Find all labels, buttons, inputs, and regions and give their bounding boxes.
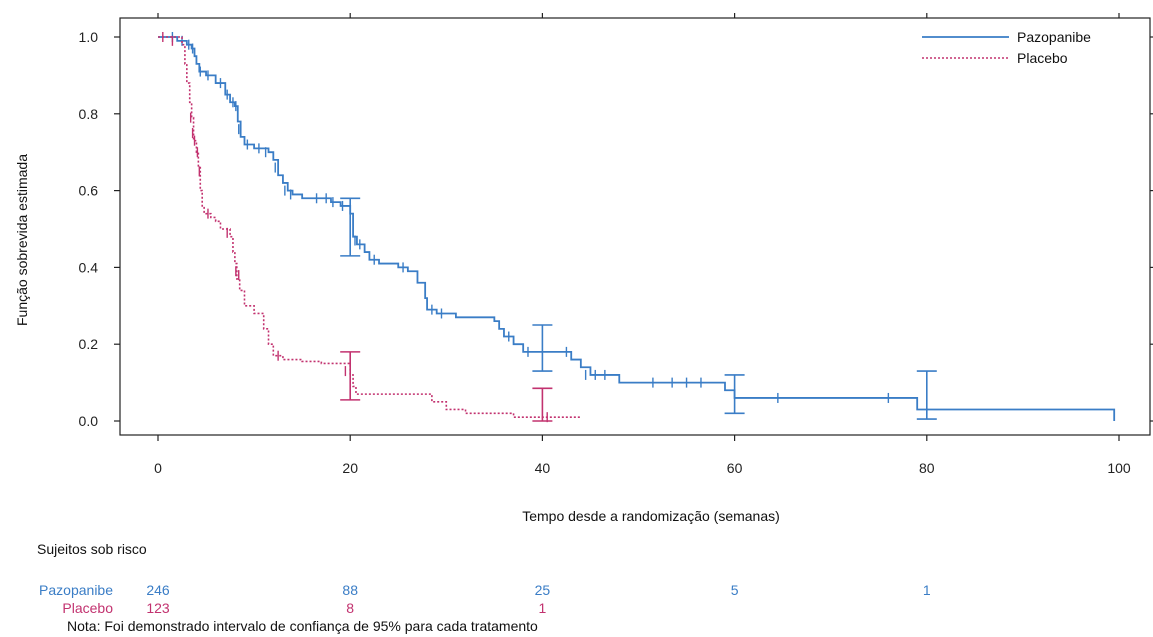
y-tick-label: 0.8 bbox=[79, 106, 99, 122]
risk-row-label: Placebo bbox=[62, 600, 113, 616]
x-tick-label: 40 bbox=[535, 460, 551, 476]
risk-count: 1 bbox=[539, 600, 547, 616]
risk-count: 246 bbox=[146, 582, 170, 598]
risk-table-title: Sujeitos sob risco bbox=[37, 541, 147, 557]
risk-count: 1 bbox=[923, 582, 931, 598]
plot-frame bbox=[119, 17, 1151, 436]
y-axis-title: Função sobrevida estimada bbox=[14, 154, 30, 326]
legend-label: Pazopanibe bbox=[1017, 29, 1091, 45]
x-tick-label: 20 bbox=[342, 460, 358, 476]
risk-count: 25 bbox=[535, 582, 551, 598]
ci-bar bbox=[340, 197, 361, 257]
y-tick-label: 0.0 bbox=[79, 413, 99, 429]
risk-table: Sujeitos sob risco Pazopanibe 246 88 25 5 1 Pl… bbox=[37, 541, 931, 616]
risk-row-label: Pazopanibe bbox=[39, 582, 113, 598]
y-tick-label: 0.4 bbox=[79, 259, 99, 275]
x-tick-label: 60 bbox=[727, 460, 743, 476]
ci-bar bbox=[532, 387, 553, 422]
footnote: Nota: Foi demonstrado intervalo de confi… bbox=[67, 618, 538, 634]
ci-bar bbox=[724, 374, 745, 415]
ci-bar bbox=[916, 370, 937, 420]
x-tick-label: 0 bbox=[154, 460, 162, 476]
series-layer bbox=[158, 32, 1116, 423]
series-placebo bbox=[158, 32, 581, 423]
risk-count: 5 bbox=[731, 582, 739, 598]
series-pazopanibe bbox=[158, 32, 1116, 421]
legend: Pazopanibe Placebo bbox=[922, 29, 1091, 66]
risk-count: 88 bbox=[342, 582, 358, 598]
y-tick-label: 1.0 bbox=[79, 29, 99, 45]
x-tick-label: 100 bbox=[1107, 460, 1131, 476]
legend-label: Placebo bbox=[1017, 50, 1068, 66]
risk-count: 8 bbox=[346, 600, 354, 616]
x-tick-label: 80 bbox=[919, 460, 935, 476]
x-axis-title: Tempo desde a randomização (semanas) bbox=[522, 508, 780, 524]
series-line bbox=[158, 36, 1116, 421]
y-tick-label: 0.6 bbox=[79, 183, 99, 199]
axes: 0 20 40 60 80 100 0.0 0.2 0.4 0.6 0.8 1.0 bbox=[79, 13, 1153, 476]
ci-bar bbox=[340, 351, 361, 401]
y-tick-label: 0.2 bbox=[79, 336, 99, 352]
risk-count: 123 bbox=[146, 600, 170, 616]
ci-bar bbox=[532, 324, 553, 372]
series-line bbox=[158, 36, 581, 418]
